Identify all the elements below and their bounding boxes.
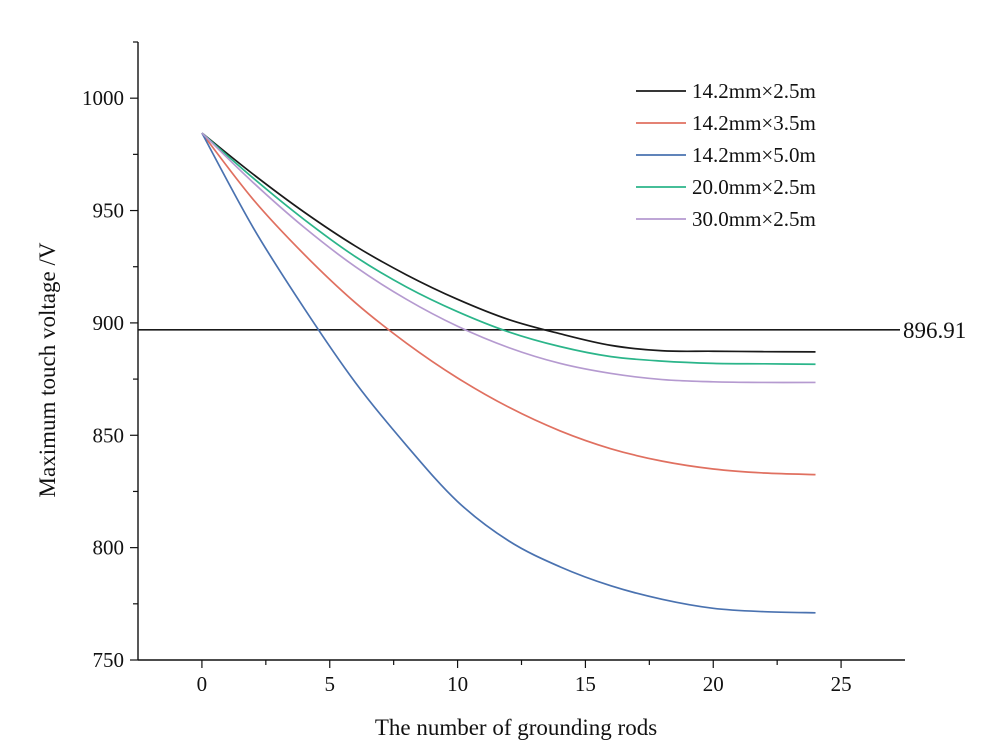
x-tick-label: 10 — [447, 672, 468, 696]
legend-label: 14.2mm×5.0m — [692, 143, 816, 167]
legend-label: 20.0mm×2.5m — [692, 175, 816, 199]
tick-labels: 0 5 10 15 20 25 750 800 850 900 950 1000 — [82, 86, 852, 696]
legend-label: 14.2mm×2.5m — [692, 79, 816, 103]
reference-line-label: 896.91 — [903, 318, 966, 343]
x-tick-label: 25 — [831, 672, 852, 696]
x-axis-label: The number of grounding rods — [375, 715, 657, 740]
y-tick-label: 1000 — [82, 86, 124, 110]
legend-label: 14.2mm×3.5m — [692, 111, 816, 135]
tick-marks — [130, 41, 842, 668]
series-line — [201, 132, 816, 366]
series-line — [201, 132, 816, 476]
y-tick-label: 950 — [93, 199, 125, 223]
x-tick-label: 20 — [703, 672, 724, 696]
legend: 14.2mm×2.5m 14.2mm×3.5m 14.2mm×5.0m 20.0mm×… — [636, 79, 816, 231]
x-tick-label: 15 — [575, 672, 596, 696]
x-tick-label: 5 — [325, 672, 336, 696]
y-tick-label: 900 — [93, 311, 125, 335]
y-tick-label: 750 — [93, 648, 125, 672]
series-line — [201, 132, 816, 614]
series-line — [201, 132, 816, 384]
y-tick-label: 800 — [93, 536, 125, 560]
reference-line-group: 896.91 — [138, 318, 966, 343]
series-lines — [201, 132, 816, 614]
legend-label: 30.0mm×2.5m — [692, 207, 816, 231]
series-line — [201, 132, 816, 353]
x-tick-label: 0 — [197, 672, 208, 696]
y-tick-label: 850 — [93, 423, 125, 447]
y-axis-label: Maximum touch voltage /V — [35, 242, 60, 497]
